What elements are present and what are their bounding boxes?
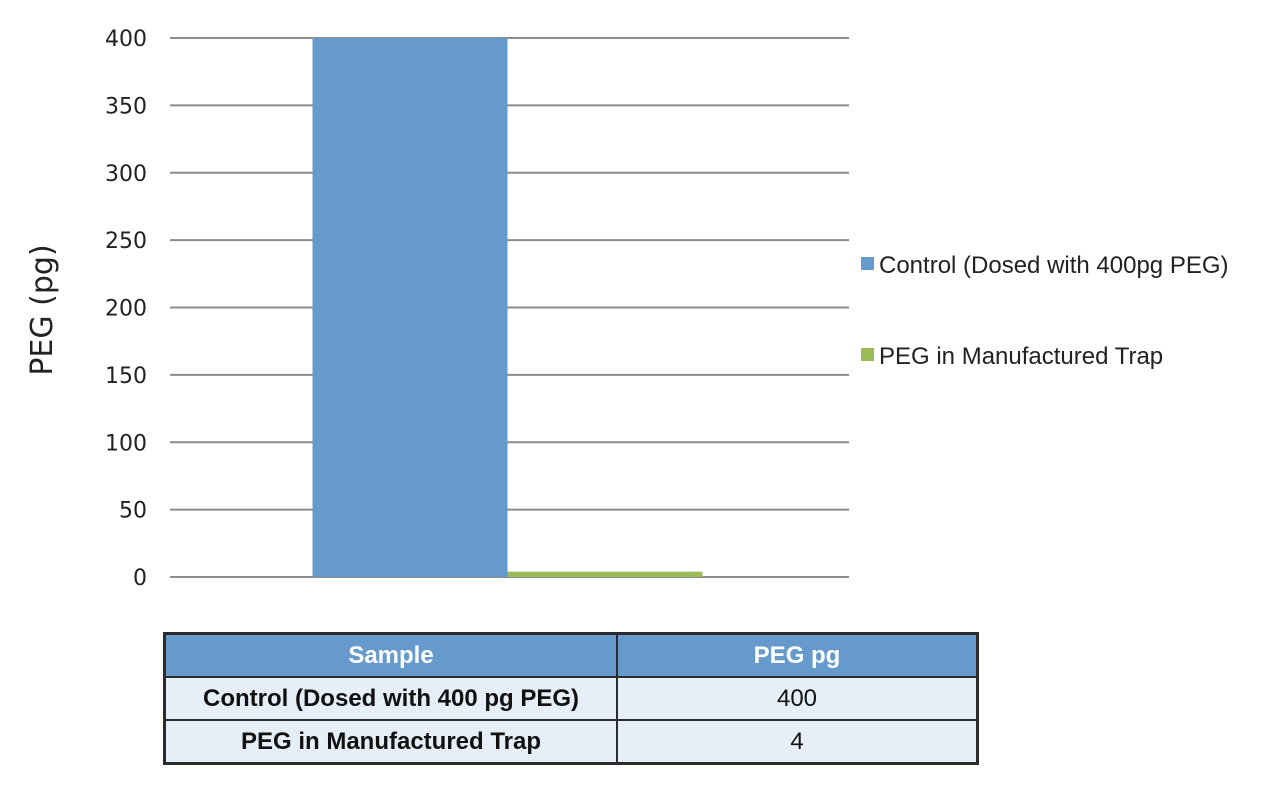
y-tick-label: 300 — [105, 162, 147, 187]
data-table: Sample PEG pg Control (Dosed with 400 pg… — [163, 632, 979, 765]
table-header-row: Sample PEG pg — [163, 632, 979, 678]
y-tick-label: 0 — [133, 566, 147, 591]
table-cell-sample: Control (Dosed with 400 pg PEG) — [163, 676, 619, 721]
table-row: PEG in Manufactured Trap 4 — [163, 719, 979, 765]
y-tick-label: 100 — [105, 431, 147, 456]
y-tick-label: 350 — [105, 94, 147, 119]
legend-swatch-trap — [861, 348, 874, 361]
table-cell-sample: PEG in Manufactured Trap — [163, 719, 619, 765]
table-cell-value: 400 — [616, 676, 979, 721]
y-tick-label: 150 — [105, 364, 147, 389]
y-tick-label: 400 — [105, 27, 147, 52]
legend: Control (Dosed with 400pg PEG) PEG in Ma… — [861, 252, 1229, 370]
bars — [312, 38, 703, 577]
bar-chart: 0 50 100 150 200 250 300 350 400 PEG (pg) Contro… — [25, 27, 1229, 591]
y-tick-labels: 0 50 100 150 200 250 300 350 400 — [105, 27, 147, 591]
legend-label-trap: PEG in Manufactured Trap — [879, 343, 1163, 370]
bar-control — [312, 38, 508, 577]
bar-trap — [507, 571, 703, 577]
table-row: Control (Dosed with 400 pg PEG) 400 — [163, 676, 979, 721]
legend-label-control: Control (Dosed with 400pg PEG) — [879, 252, 1229, 279]
table-cell-value: 4 — [616, 719, 979, 765]
y-tick-label: 250 — [105, 229, 147, 254]
y-tick-label: 50 — [119, 499, 147, 524]
table-header-sample: Sample — [163, 632, 619, 678]
legend-swatch-control — [861, 257, 874, 270]
table-header-peg: PEG pg — [616, 632, 979, 678]
gridlines — [170, 37, 849, 578]
y-axis-label: PEG (pg) — [25, 244, 60, 375]
y-tick-label: 200 — [105, 297, 147, 322]
